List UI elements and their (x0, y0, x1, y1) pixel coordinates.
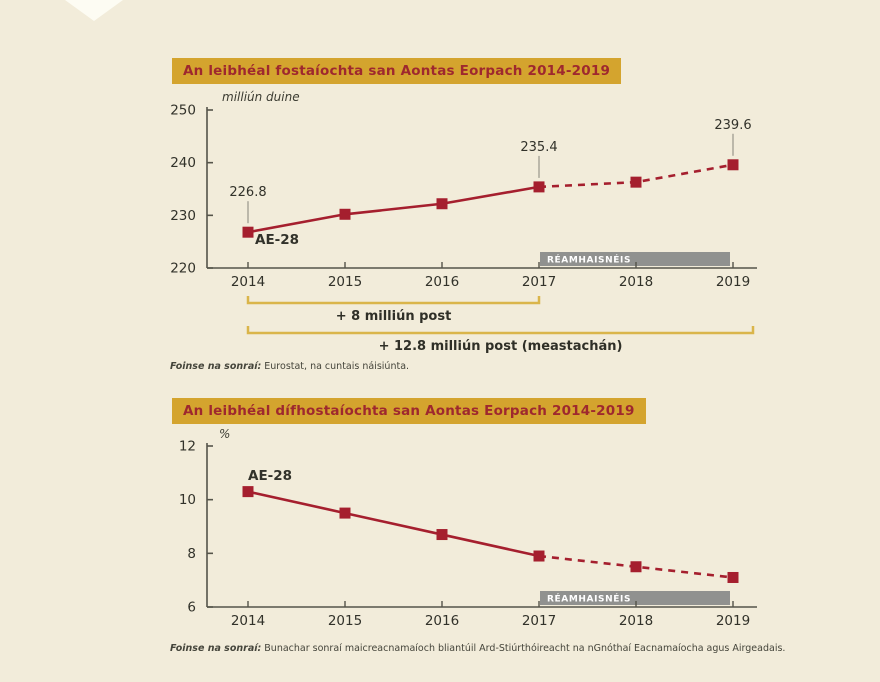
employment-year-label-2016: 2016 (425, 274, 459, 290)
unemployment-year-label-2015: 2015 (328, 613, 362, 629)
unemployment-year-label-2014: 2014 (231, 613, 265, 629)
employment-source-note: Foinse na sonraí: Eurostat, na cuntais ná… (170, 361, 409, 372)
employment-data-point-2015 (339, 208, 351, 220)
source-value: Eurostat, na cuntais náisiúnta. (264, 361, 410, 372)
employment-year-label-2015: 2015 (328, 274, 362, 290)
employment-forecast-bar (540, 252, 730, 266)
employment-data-point-2016 (436, 198, 448, 210)
unemployment-forecast-bar (540, 591, 730, 605)
source-value: Bunachar sonraí maicreacnamaíoch bliantú… (264, 643, 786, 654)
employment-ytick-label-250: 250 (170, 103, 196, 119)
unemployment-series-label: AE-28 (248, 468, 292, 484)
employment-forecast-label: RÉAMHAISNÉIS (547, 254, 631, 266)
employment-chart-title: An leibhéal fostaíochta san Aontas Eorpa… (172, 58, 622, 84)
employment-trend-line-solid (247, 185, 540, 234)
unemployment-year-label-2016: 2016 (425, 613, 459, 629)
unemployment-data-point-2016 (436, 529, 448, 541)
unemployment-year-label-2019: 2019 (716, 613, 750, 629)
unemployment-data-point-2019 (727, 571, 739, 583)
employment-year-label-2017: 2017 (522, 274, 556, 290)
unemployment-data-point-2014 (242, 486, 254, 498)
employment-bracket-0 (246, 296, 541, 305)
unemployment-data-point-2015 (339, 507, 351, 519)
employment-series-label: AE-28 (255, 232, 299, 248)
employment-year-label-2019: 2019 (716, 274, 750, 290)
unemployment-ytick-label-12: 12 (179, 439, 196, 455)
unemployment-ytick-label-10: 10 (179, 492, 196, 508)
employment-ytick-label-230: 230 (170, 208, 196, 224)
employment-bracket-label-1: + 12.8 milliún post (meastachán) (379, 339, 623, 354)
employment-year-label-2014: 2014 (231, 274, 265, 290)
chevron-decoration (65, 0, 123, 21)
employment-data-point-2017 (533, 181, 545, 193)
unemployment-data-point-2017 (533, 550, 545, 562)
source-label: Foinse na sonraí: (170, 361, 262, 372)
employment-value-label-2017: 235.4 (520, 140, 557, 155)
employment-year-label-2018: 2018 (619, 274, 653, 290)
unemployment-data-point-2018 (630, 561, 642, 573)
employment-data-point-2019 (727, 159, 739, 171)
unemployment-unit-label: % (219, 427, 230, 441)
unemployment-year-label-2017: 2017 (522, 613, 556, 629)
unemployment-ytick-label-6: 6 (187, 600, 196, 616)
employment-unit-label: milliún duine (222, 90, 300, 104)
unemployment-trend-line-solid (247, 490, 540, 558)
employment-value-label-2019: 239.6 (714, 118, 751, 133)
employment-ytick-label-220: 220 (170, 261, 196, 277)
employment-bracket-1 (246, 326, 755, 335)
employment-bracket-label-0: + 8 milliún post (336, 309, 452, 324)
unemployment-ytick-label-8: 8 (187, 546, 196, 562)
employment-data-point-2018 (630, 176, 642, 188)
unemployment-source-note: Foinse na sonraí: Bunachar sonraí maicrea… (170, 643, 785, 654)
unemployment-forecast-label: RÉAMHAISNÉIS (547, 593, 631, 605)
employment-value-label-2014: 226.8 (229, 185, 266, 200)
employment-data-point-2014 (242, 226, 254, 238)
source-label: Foinse na sonraí: (170, 643, 262, 654)
unemployment-chart-title: An leibhéal dífhostaíochta san Aontas Eo… (172, 398, 646, 424)
employment-ytick-label-240: 240 (170, 155, 196, 171)
unemployment-year-label-2018: 2018 (619, 613, 653, 629)
